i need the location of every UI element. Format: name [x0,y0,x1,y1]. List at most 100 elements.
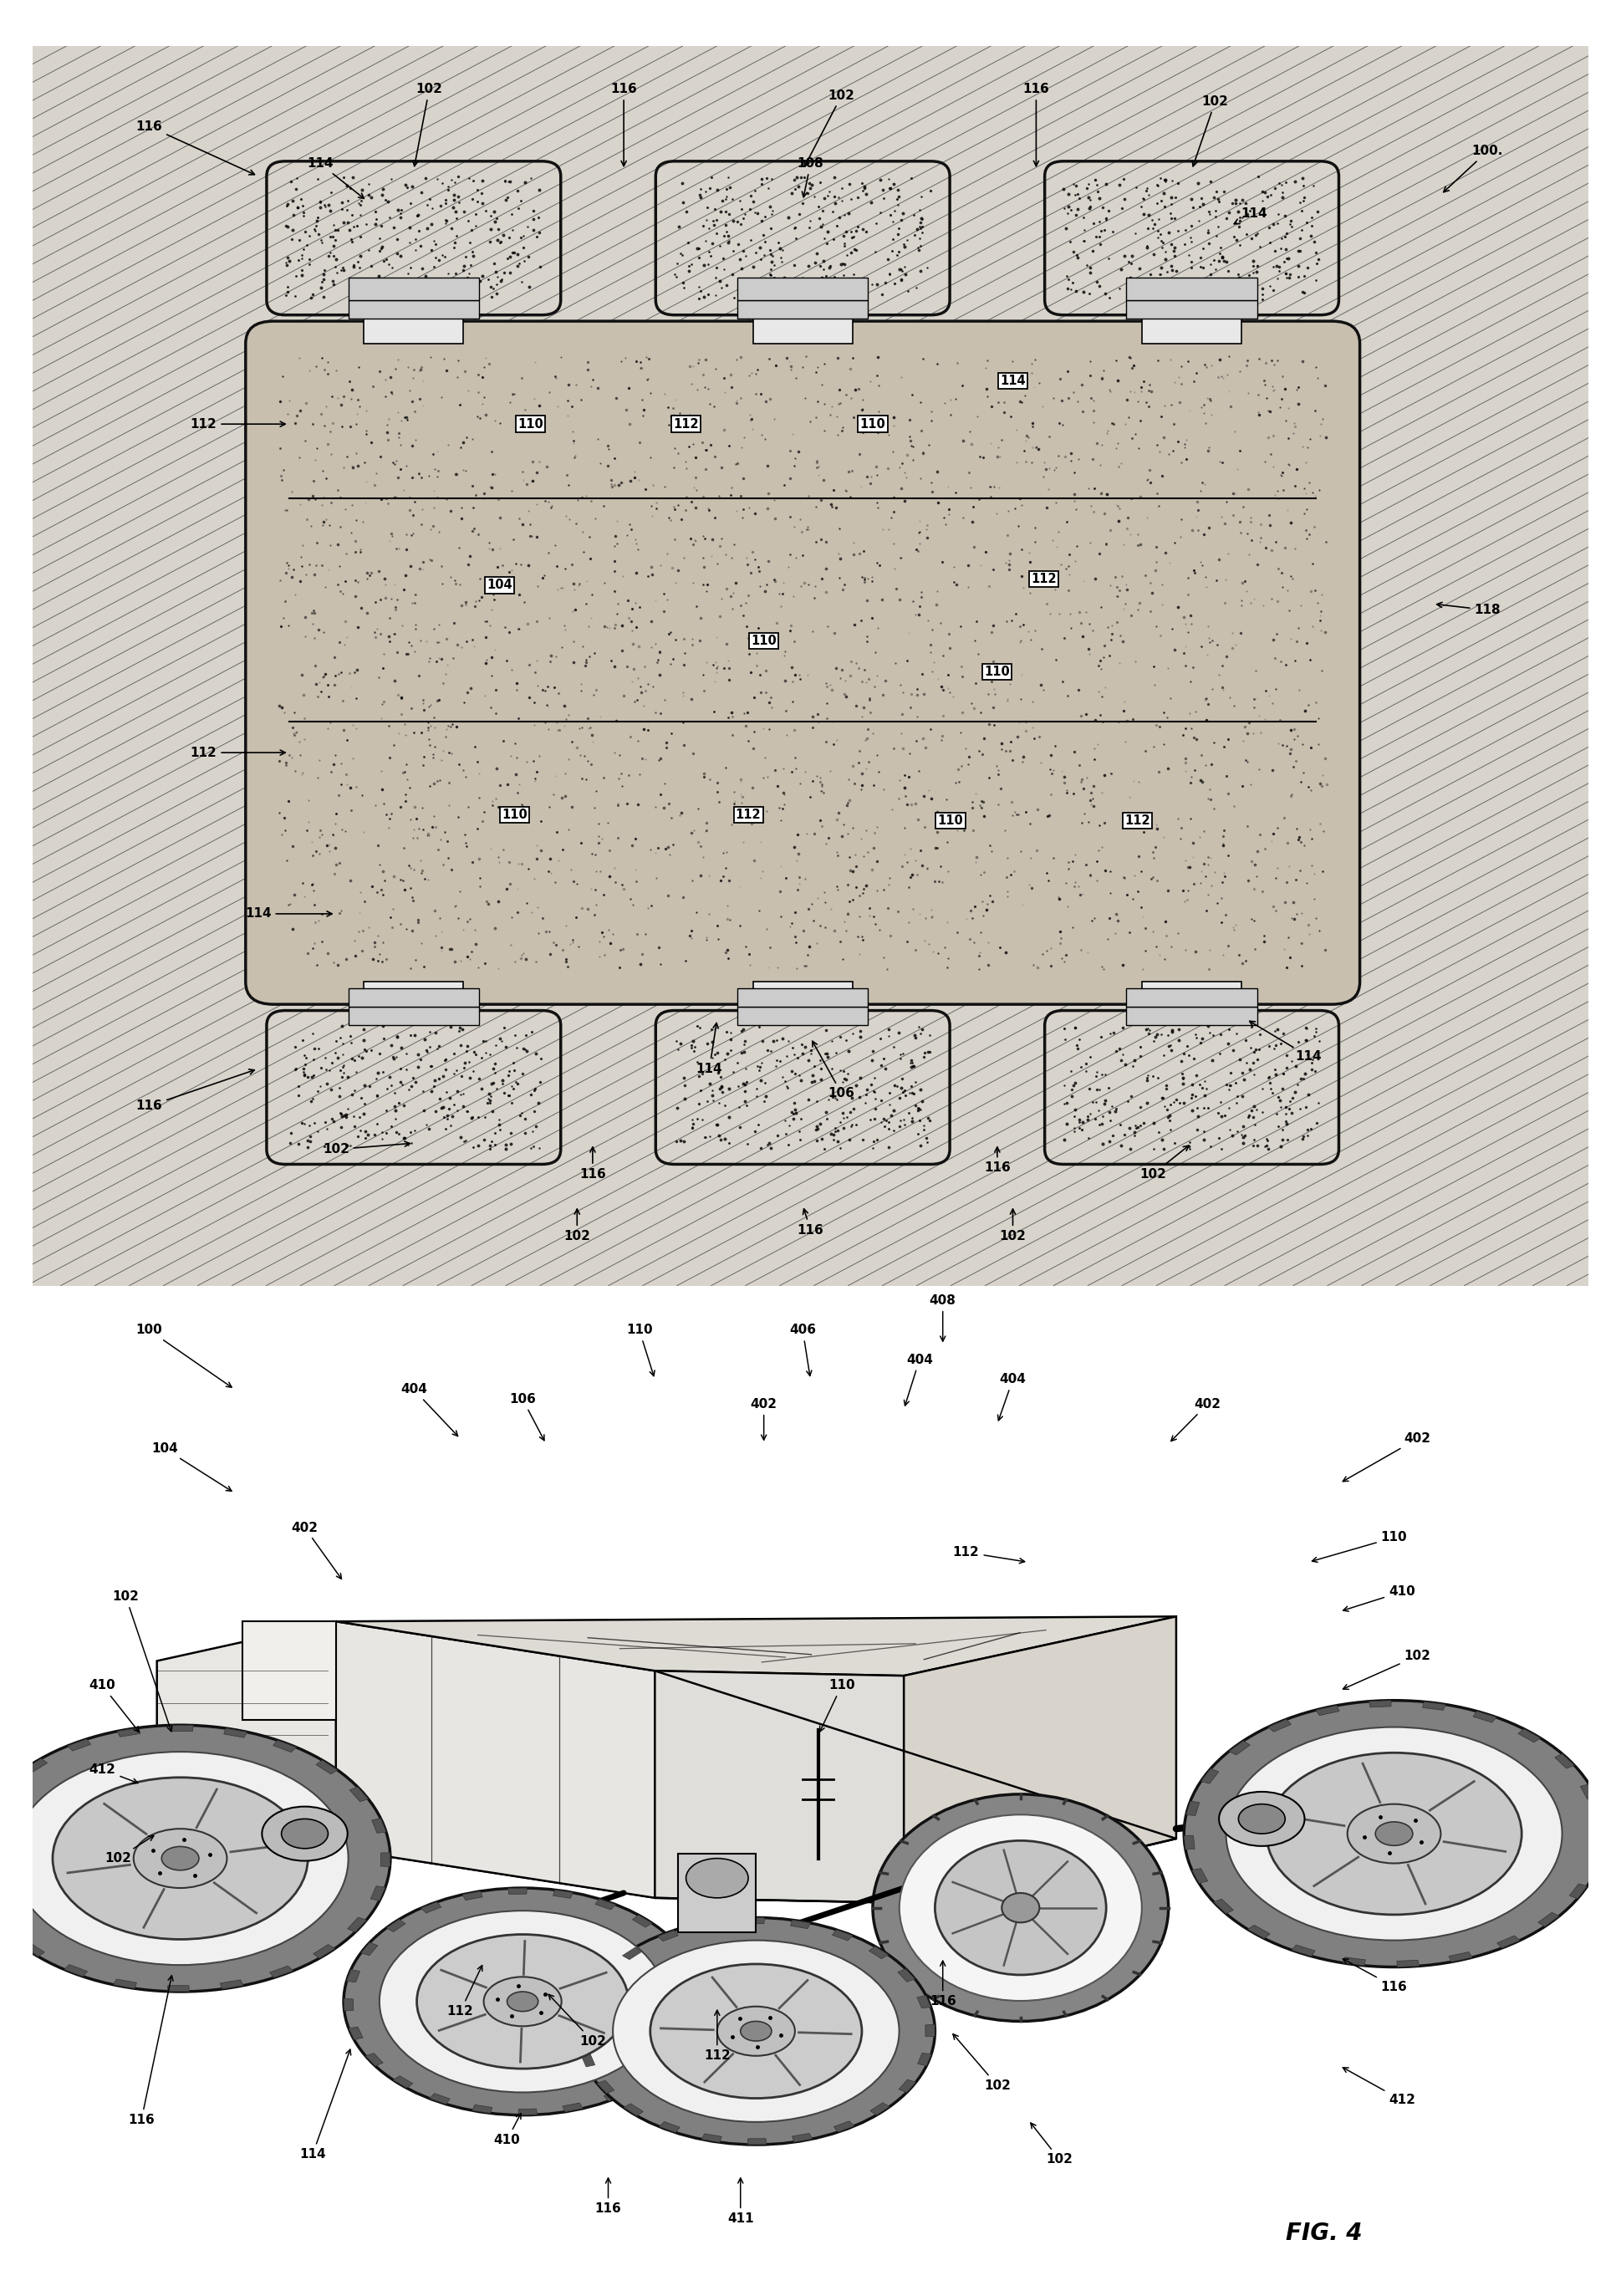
Circle shape [507,1991,538,2011]
Text: 116: 116 [984,1148,1010,1173]
Polygon shape [0,1784,13,1800]
Circle shape [1375,1821,1414,1846]
Polygon shape [1449,1952,1472,1961]
Polygon shape [562,2103,584,2112]
Polygon shape [1580,1784,1597,1800]
Text: 102: 102 [105,1837,154,1864]
Bar [349,301,480,319]
Polygon shape [386,1919,405,1931]
Polygon shape [917,2053,932,2066]
Polygon shape [605,2089,624,2101]
Circle shape [162,1846,199,1871]
Bar [738,301,869,319]
Polygon shape [597,2080,614,2094]
Circle shape [0,1724,391,1991]
Text: 112: 112 [1125,815,1149,827]
Circle shape [1347,1805,1441,1864]
Text: 114: 114 [1000,374,1026,388]
Polygon shape [833,2122,854,2133]
Bar [1127,301,1258,319]
Text: 408: 408 [929,1295,956,1341]
Polygon shape [870,2103,890,2115]
Bar [738,278,869,301]
Text: 102: 102 [112,1591,172,1731]
Polygon shape [371,1885,386,1901]
Polygon shape [1229,1740,1250,1754]
Polygon shape [269,1965,293,1977]
Text: 412: 412 [89,1763,138,1784]
Text: 110: 110 [984,666,1010,677]
Polygon shape [347,1917,366,1931]
Text: 404: 404 [400,1382,457,1435]
Bar [1127,1006,1258,1026]
Text: 118: 118 [1436,602,1501,615]
Polygon shape [23,1942,44,1956]
Text: 112: 112 [1031,572,1057,585]
Text: 112: 112 [190,418,285,429]
Text: 106: 106 [509,1394,545,1440]
Text: 102: 102 [1000,1210,1026,1242]
Polygon shape [65,1965,88,1977]
Ellipse shape [935,1841,1106,1975]
Text: 114: 114 [695,1024,723,1075]
Polygon shape [313,1945,336,1958]
Polygon shape [655,1671,905,1903]
Circle shape [1183,1701,1605,1968]
Polygon shape [1423,1701,1446,1711]
Polygon shape [622,1947,642,1958]
Circle shape [52,1777,308,1940]
Polygon shape [462,1892,483,1901]
Text: 116: 116 [136,1070,254,1111]
Polygon shape [577,2025,587,2037]
Text: 410: 410 [89,1678,139,1731]
Circle shape [1225,1727,1563,1940]
Polygon shape [172,1724,193,1731]
Polygon shape [1201,1768,1219,1784]
Polygon shape [917,1995,930,2009]
Text: 102: 102 [1031,2124,1073,2165]
Text: 410: 410 [494,2112,520,2147]
Polygon shape [1248,1924,1269,1938]
Text: 110: 110 [751,634,776,647]
Polygon shape [692,1993,702,2004]
Text: FIG. 1C: FIG. 1C [780,1362,864,1382]
Polygon shape [553,1890,572,1899]
Polygon shape [1268,1720,1292,1731]
Polygon shape [1538,1913,1559,1926]
Polygon shape [747,2138,767,2144]
Polygon shape [472,2105,493,2112]
Polygon shape [220,1979,243,1988]
Ellipse shape [900,1814,1141,2000]
Polygon shape [1214,1899,1234,1913]
Ellipse shape [1238,1805,1285,1835]
Circle shape [133,1828,227,1887]
Text: 110: 110 [937,815,963,827]
Polygon shape [640,2071,660,2085]
Text: 406: 406 [789,1325,815,1375]
Polygon shape [869,1947,888,1958]
Polygon shape [1342,1956,1365,1965]
Polygon shape [366,2053,383,2066]
Text: 102: 102 [548,1995,606,2048]
Polygon shape [582,2055,595,2066]
Circle shape [613,1940,900,2122]
Polygon shape [316,1761,337,1775]
Bar [349,278,480,301]
Polygon shape [1397,1961,1418,1968]
Text: 112: 112 [736,808,760,822]
Text: 114: 114 [300,2050,350,2161]
Polygon shape [381,1853,391,1867]
Text: 102: 102 [1344,1651,1431,1690]
Text: 106: 106 [812,1040,854,1100]
Text: 102: 102 [413,83,443,165]
Polygon shape [702,2133,721,2142]
Text: 116: 116 [1023,83,1049,165]
Polygon shape [580,1998,595,2009]
Polygon shape [336,1621,655,1899]
Polygon shape [832,1929,853,1940]
Polygon shape [519,2108,537,2115]
Circle shape [417,1936,629,2069]
Ellipse shape [686,1857,749,1899]
Bar [1141,983,1242,1026]
Circle shape [13,1752,349,1965]
